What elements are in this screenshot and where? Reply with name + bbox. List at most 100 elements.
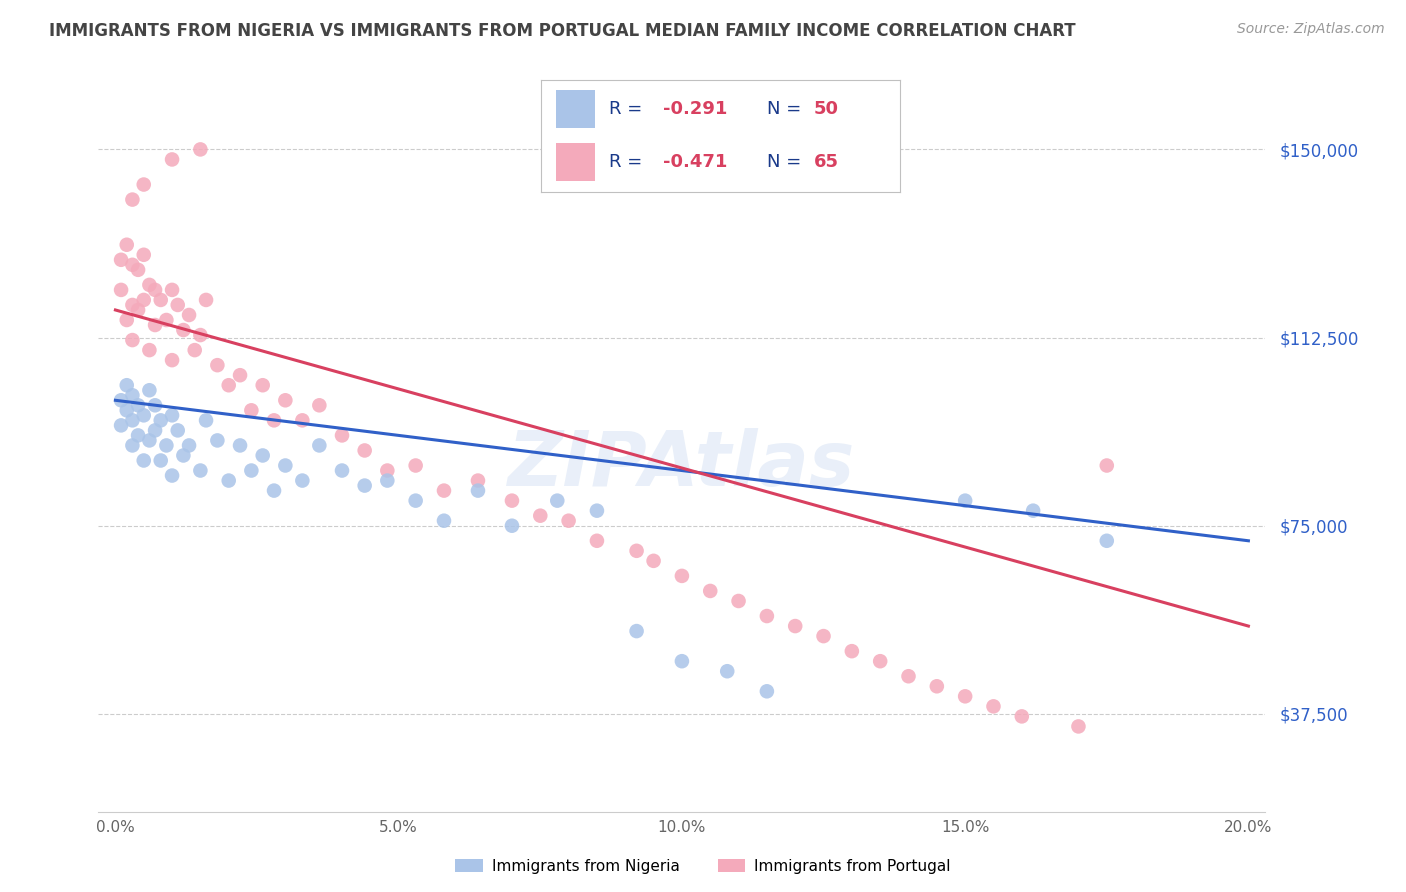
Text: IMMIGRANTS FROM NIGERIA VS IMMIGRANTS FROM PORTUGAL MEDIAN FAMILY INCOME CORRELA: IMMIGRANTS FROM NIGERIA VS IMMIGRANTS FR…	[49, 22, 1076, 40]
Point	[132, 409, 155, 423]
Point	[755, 684, 778, 698]
Point	[110, 252, 132, 267]
Point	[353, 478, 375, 492]
Point	[813, 629, 835, 643]
Point	[127, 262, 149, 277]
Point	[643, 554, 665, 568]
Point	[121, 258, 143, 272]
Point	[121, 333, 143, 347]
Point	[252, 378, 274, 392]
Point	[132, 248, 155, 262]
Point	[127, 428, 149, 442]
Point	[177, 308, 200, 322]
Point	[467, 474, 489, 488]
Point	[110, 418, 132, 433]
Bar	[555, 143, 595, 180]
Text: Source: ZipAtlas.com: Source: ZipAtlas.com	[1237, 22, 1385, 37]
Point	[240, 463, 263, 477]
Point	[274, 393, 297, 408]
Point	[529, 508, 551, 523]
Point	[121, 298, 143, 312]
Text: N =: N =	[768, 153, 807, 170]
Point	[229, 368, 252, 383]
Point	[1095, 458, 1118, 473]
Point	[586, 503, 609, 517]
Point	[467, 483, 489, 498]
Point	[143, 318, 166, 332]
Point	[626, 543, 648, 558]
Point	[229, 438, 252, 452]
Point	[353, 443, 375, 458]
Point	[1022, 503, 1045, 517]
Bar	[555, 90, 595, 128]
Point	[375, 463, 398, 477]
Point	[132, 453, 155, 467]
Text: R =: R =	[609, 100, 648, 119]
Point	[207, 358, 229, 372]
Text: ZIPAtlas: ZIPAtlas	[508, 428, 856, 502]
Point	[240, 403, 263, 417]
Point	[501, 493, 523, 508]
Point	[1095, 533, 1118, 548]
Point	[121, 193, 143, 207]
Point	[166, 298, 188, 312]
Point	[143, 283, 166, 297]
Text: 50: 50	[814, 100, 839, 119]
Point	[953, 690, 976, 704]
Point	[671, 569, 693, 583]
Text: R =: R =	[609, 153, 648, 170]
Legend: Immigrants from Nigeria, Immigrants from Portugal: Immigrants from Nigeria, Immigrants from…	[449, 853, 957, 880]
Point	[155, 438, 177, 452]
Point	[138, 343, 160, 358]
Point	[127, 398, 149, 412]
Point	[252, 449, 274, 463]
Point	[160, 353, 183, 368]
Point	[897, 669, 920, 683]
Point	[405, 493, 427, 508]
Point	[501, 518, 523, 533]
Point	[121, 438, 143, 452]
Point	[218, 378, 240, 392]
Point	[274, 458, 297, 473]
Point	[138, 383, 160, 397]
Point	[121, 413, 143, 427]
Point	[375, 474, 398, 488]
Text: -0.291: -0.291	[664, 100, 727, 119]
Point	[1011, 709, 1033, 723]
Point	[115, 403, 138, 417]
Point	[308, 398, 330, 412]
Point	[190, 328, 212, 343]
Point	[195, 413, 218, 427]
Point	[115, 313, 138, 327]
Point	[330, 428, 353, 442]
Point	[190, 463, 212, 477]
Point	[110, 283, 132, 297]
Point	[172, 449, 194, 463]
Point	[121, 388, 143, 402]
Point	[785, 619, 807, 633]
Point	[115, 237, 138, 252]
Point	[433, 514, 456, 528]
Point	[953, 493, 976, 508]
Point	[166, 423, 188, 437]
Point	[671, 654, 693, 668]
Point	[177, 438, 200, 452]
Point	[716, 664, 738, 678]
Point	[263, 483, 285, 498]
Point	[138, 277, 160, 292]
Point	[149, 293, 172, 307]
Point	[183, 343, 205, 358]
Point	[172, 323, 194, 337]
Point	[218, 474, 240, 488]
Point	[132, 178, 155, 192]
Point	[160, 283, 183, 297]
Point	[330, 463, 353, 477]
Point	[143, 398, 166, 412]
Point	[263, 413, 285, 427]
Point	[546, 493, 568, 508]
Point	[626, 624, 648, 639]
Text: -0.471: -0.471	[664, 153, 727, 170]
Point	[727, 594, 749, 608]
Point	[869, 654, 891, 668]
Point	[557, 514, 579, 528]
